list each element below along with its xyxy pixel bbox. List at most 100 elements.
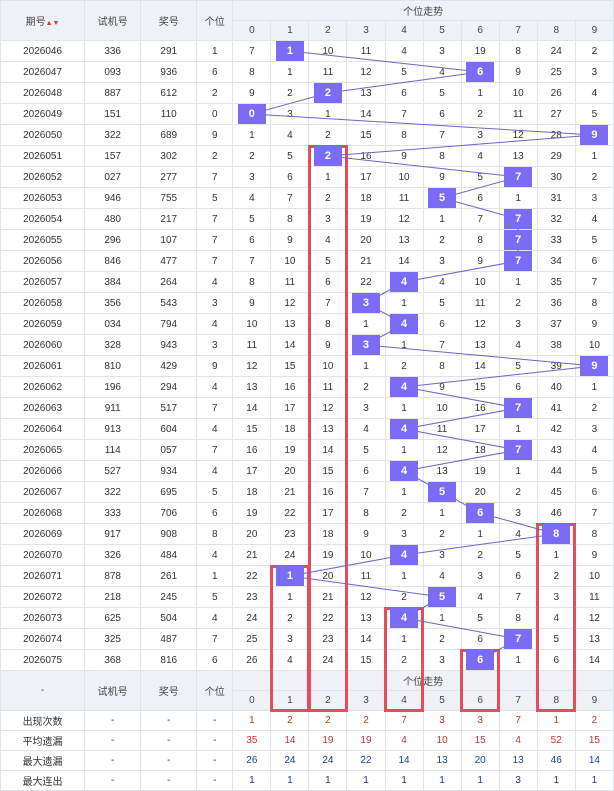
miss-cell: 8: [270, 208, 310, 230]
test-no-cell: 325: [84, 628, 142, 650]
miss-cell: 10: [384, 166, 424, 188]
miss-cell: 8: [574, 292, 614, 314]
prize-no-cell: 057: [140, 439, 198, 461]
miss-cell: 5: [498, 355, 538, 377]
miss-cell: 2: [308, 124, 348, 146]
sort-arrow-icon[interactable]: ▲▼: [45, 20, 60, 27]
footer-digit-header-3: 3: [346, 690, 386, 711]
prize-no-cell: 217: [140, 208, 198, 230]
stat-value: 24: [270, 750, 310, 771]
stat-label: 出现次数: [0, 710, 86, 731]
stat-value: 2: [270, 710, 310, 731]
miss-cell: 8: [422, 355, 462, 377]
miss-cell: 18: [346, 187, 386, 209]
test-no-cell: 356: [84, 292, 142, 314]
hit-cell: 9: [574, 124, 614, 146]
digit-header-6: 6: [460, 20, 500, 41]
unit-cell: 6: [196, 61, 234, 83]
table-row: 2026065 114 057 7 16 19 14 5 1 12 18 7 43 4: [0, 439, 614, 461]
test-no-cell: 368: [84, 649, 142, 671]
stat-dash: -: [140, 770, 198, 791]
miss-cell: 3: [232, 166, 272, 188]
table-row: 2026056 846 477 7 7 10 5 21 14 3 9 7 34 6: [0, 250, 614, 272]
miss-cell: 41: [536, 397, 576, 419]
miss-cell: 12: [232, 355, 272, 377]
miss-cell: 15: [270, 355, 310, 377]
prize-no-cell: 936: [140, 61, 198, 83]
stat-value: 1: [574, 770, 614, 791]
miss-cell: 12: [422, 439, 462, 461]
test-no-cell: 328: [84, 334, 142, 356]
miss-cell: 3: [498, 502, 538, 524]
miss-cell: 1: [498, 187, 538, 209]
miss-cell: 11: [308, 376, 348, 398]
miss-cell: 3: [574, 187, 614, 209]
period-cell: 2026067: [0, 481, 86, 503]
stat-value: 15: [574, 730, 614, 751]
miss-cell: 2: [308, 187, 348, 209]
miss-cell: 21: [308, 586, 348, 608]
miss-cell: 2: [270, 82, 310, 104]
miss-cell: 9: [270, 229, 310, 251]
period-header[interactable]: 期号▲▼: [0, 0, 86, 41]
miss-cell: 6: [574, 250, 614, 272]
hit-cell: 4: [384, 544, 424, 566]
hit-ball: 3: [351, 293, 380, 313]
test-no-cell: 480: [84, 208, 142, 230]
miss-cell: 22: [346, 271, 386, 293]
miss-cell: 13: [574, 628, 614, 650]
prize-no-cell: 612: [140, 82, 198, 104]
miss-cell: 14: [574, 649, 614, 671]
miss-cell: 20: [232, 523, 272, 545]
test-no-cell: 913: [84, 418, 142, 440]
hit-ball: 5: [428, 587, 457, 607]
miss-cell: 5: [574, 229, 614, 251]
miss-cell: 17: [308, 502, 348, 524]
miss-cell: 2: [422, 628, 462, 650]
miss-cell: 13: [384, 229, 424, 251]
period-cell: 2026049: [0, 103, 86, 125]
footer-trend-header: 个位走势: [232, 670, 614, 691]
miss-cell: 8: [308, 313, 348, 335]
unit-cell: 4: [196, 376, 234, 398]
miss-cell: 16: [270, 376, 310, 398]
prize-no-cell: 110: [140, 103, 198, 125]
miss-cell: 8: [346, 502, 386, 524]
stat-value: 1: [232, 710, 272, 731]
hit-ball: 9: [580, 125, 609, 145]
test-no-cell: 296: [84, 229, 142, 251]
miss-cell: 3: [574, 418, 614, 440]
stat-value: 26: [232, 750, 272, 771]
digit-header-3: 3: [346, 20, 386, 41]
hit-ball: 4: [390, 377, 419, 397]
unit-cell: 1: [196, 565, 234, 587]
miss-cell: 16: [232, 439, 272, 461]
miss-cell: 5: [574, 103, 614, 125]
miss-cell: 8: [498, 607, 538, 629]
miss-cell: 4: [498, 334, 538, 356]
miss-cell: 43: [536, 439, 576, 461]
hit-cell: 5: [422, 586, 462, 608]
miss-cell: 10: [308, 40, 348, 62]
miss-cell: 5: [270, 145, 310, 167]
stat-value: 15: [460, 730, 500, 751]
unit-cell: 4: [196, 271, 234, 293]
miss-cell: 6: [270, 166, 310, 188]
miss-cell: 9: [574, 313, 614, 335]
prize-no-cell: 484: [140, 544, 198, 566]
prize-no-cell: 908: [140, 523, 198, 545]
prize-no-cell: 706: [140, 502, 198, 524]
miss-cell: 24: [232, 607, 272, 629]
period-cell: 2026073: [0, 607, 86, 629]
miss-cell: 4: [574, 82, 614, 104]
table-row: 2026074 325 487 7 25 3 23 14 1 2 6 7 5 13: [0, 628, 614, 650]
miss-cell: 3: [460, 565, 500, 587]
miss-cell: 7: [422, 124, 462, 146]
hit-ball: 9: [580, 356, 609, 376]
miss-cell: 6: [346, 460, 386, 482]
hit-ball: 6: [466, 503, 495, 523]
test-no-cell: 218: [84, 586, 142, 608]
hit-cell: 6: [460, 649, 500, 671]
miss-cell: 13: [346, 82, 386, 104]
prize-no-cell: 291: [140, 40, 198, 62]
